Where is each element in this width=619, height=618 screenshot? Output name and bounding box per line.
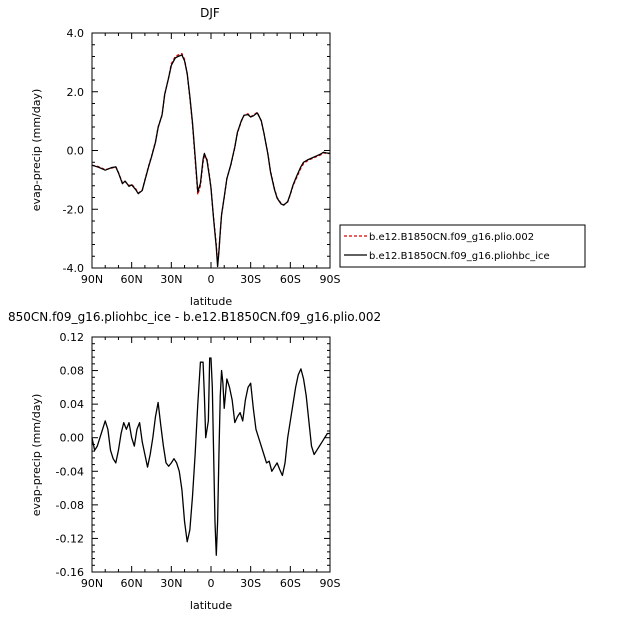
- bottom-y-tick-label: 0.12: [60, 331, 85, 344]
- bottom-x-axis-title: latitude: [190, 599, 232, 612]
- top-x-tick-label: 60S: [280, 273, 301, 286]
- legend-label-plio: b.e12.B1850CN.f09_g16.plio.002: [369, 232, 534, 243]
- top-chart-title: DJF: [200, 6, 220, 20]
- legend-box: [339, 224, 586, 268]
- legend-label-pliohbc: b.e12.B1850CN.f09_g16.pliohbc_ice: [369, 251, 550, 262]
- top-series-line-1: [91, 54, 331, 268]
- bottom-series-line-0: [91, 357, 330, 556]
- bottom-y-tick-label: 0.04: [60, 398, 85, 411]
- bottom-chart-title: 850CN.f09_g16.pliohbc_ice - b.e12.B1850C…: [8, 310, 381, 324]
- top-chart: DJF 90N 60N 30N 0 30S 60S 90S -4.0 -2.0 0.0 2.0 4.0…: [30, 6, 341, 308]
- bottom-y-tick-label: -0.12: [56, 532, 84, 545]
- bottom-chart: 850CN.f09_g16.pliohbc_ice - b.e12.B1850C…: [8, 310, 381, 612]
- top-y-tick-label: 4.0: [67, 27, 85, 40]
- bottom-x-tick-label: 30S: [240, 577, 261, 590]
- top-x-tick-label: 90S: [320, 273, 341, 286]
- legend: b.e12.B1850CN.f09_g16.plio.002 b.e12.B18…: [339, 224, 586, 268]
- top-y-tick-label: -4.0: [63, 262, 84, 275]
- bottom-x-tick-label: 90N: [81, 577, 103, 590]
- top-x-tick-label: 30N: [160, 273, 182, 286]
- bottom-y-tick-label: 0.08: [60, 365, 85, 378]
- top-y-tick-label: 2.0: [67, 86, 85, 99]
- bottom-x-tick-label: 30N: [160, 577, 182, 590]
- bottom-y-axis-title: evap-precip (mm/day): [30, 394, 43, 517]
- top-x-tick-label: 0: [208, 273, 215, 286]
- bottom-y-tick-label: 0.00: [60, 432, 85, 445]
- top-plot-frame: [91, 32, 331, 269]
- bottom-x-tick-label: 60N: [121, 577, 143, 590]
- top-x-tick-label: 30S: [240, 273, 261, 286]
- bottom-y-tick-label: -0.16: [56, 566, 84, 579]
- bottom-x-tick-label: 0: [208, 577, 215, 590]
- top-x-axis-title: latitude: [190, 295, 232, 308]
- top-y-axis-title: evap-precip (mm/day): [30, 89, 43, 212]
- top-series-line-0: [91, 52, 330, 265]
- top-y-tick-label: 0.0: [67, 145, 85, 158]
- top-x-tick-label: 60N: [121, 273, 143, 286]
- bottom-y-tick-label: -0.08: [56, 499, 84, 512]
- top-x-tick-label: 90N: [81, 273, 103, 286]
- bottom-x-tick-label: 90S: [320, 577, 341, 590]
- bottom-x-tick-label: 60S: [280, 577, 301, 590]
- top-y-tick-label: -2.0: [63, 203, 84, 216]
- bottom-y-tick-label: -0.04: [56, 465, 84, 478]
